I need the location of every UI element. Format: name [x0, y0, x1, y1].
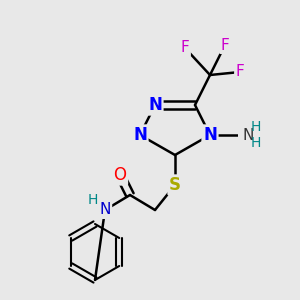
Text: H: H [251, 120, 261, 134]
Text: H: H [88, 193, 98, 207]
Text: F: F [220, 38, 230, 52]
Text: H: H [251, 136, 261, 150]
Text: N: N [99, 202, 111, 217]
Text: N: N [243, 128, 254, 142]
Text: S: S [169, 176, 181, 194]
Text: N: N [133, 126, 147, 144]
Text: F: F [236, 64, 244, 80]
Text: N: N [203, 126, 217, 144]
Text: N: N [148, 96, 162, 114]
Text: O: O [113, 166, 127, 184]
Text: F: F [181, 40, 189, 56]
